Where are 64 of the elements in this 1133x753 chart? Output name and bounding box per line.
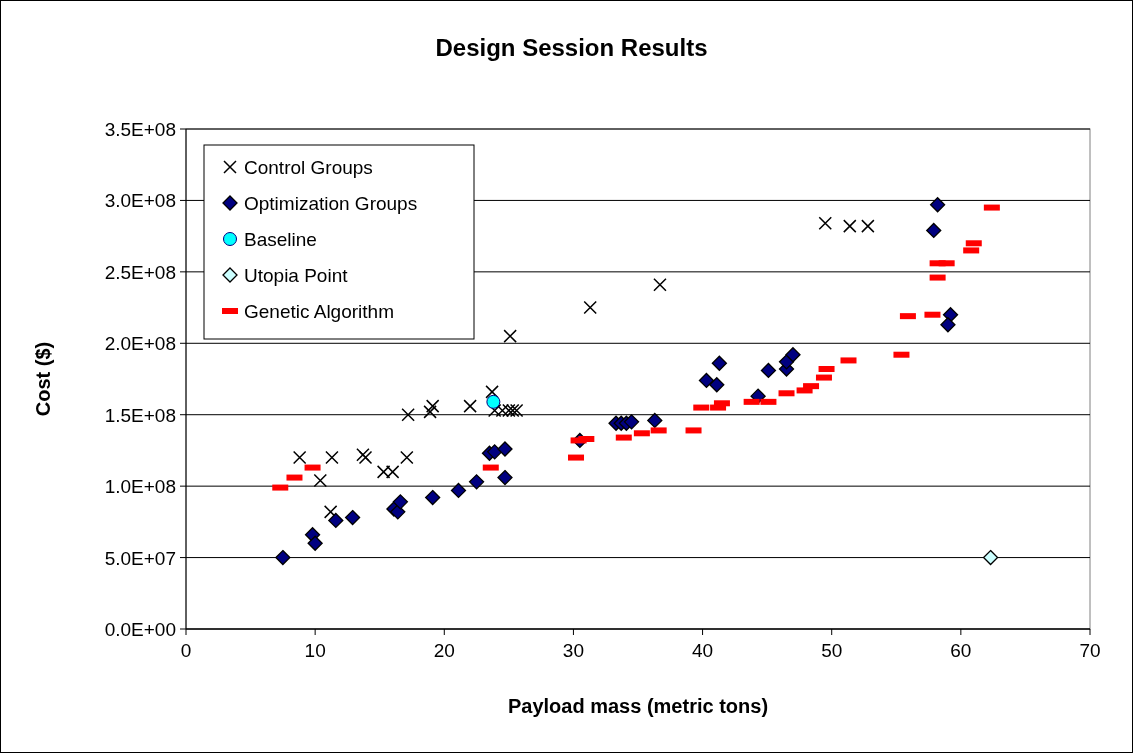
y-tick-label: 5.0E+07: [104, 547, 176, 569]
point: [818, 216, 833, 231]
point: [843, 219, 857, 233]
legend-label: Genetic Algorithm: [244, 301, 394, 322]
point: [323, 505, 338, 519]
point: [344, 509, 361, 526]
point: [497, 441, 513, 457]
point: [497, 469, 513, 486]
y-tick-label: 1.5E+08: [104, 404, 176, 426]
y-tick-label: 3.5E+08: [104, 119, 176, 140]
point: [926, 222, 942, 239]
point: [861, 219, 875, 233]
point: [711, 355, 728, 371]
point: [653, 277, 667, 292]
point: [275, 549, 291, 566]
y-tick-label: 3.0E+08: [104, 190, 176, 212]
point: [940, 317, 956, 333]
point: [583, 300, 597, 315]
x-tick-label: 50: [821, 640, 843, 661]
point: [486, 394, 501, 409]
x-tick-label: 60: [950, 640, 972, 661]
point: [307, 535, 323, 551]
point: [292, 450, 307, 465]
x-tick-label: 0: [180, 640, 192, 661]
x-tick-label: 40: [692, 640, 714, 661]
point: [328, 512, 344, 529]
x-tick-label: 30: [562, 640, 584, 661]
x-tick-label: 10: [304, 640, 326, 661]
legend-label: Baseline: [244, 229, 317, 250]
y-tick-label: 2.0E+08: [104, 333, 176, 355]
point: [698, 372, 715, 389]
point: [982, 549, 999, 566]
point: [325, 450, 339, 465]
point: [485, 385, 499, 399]
point: [778, 354, 795, 370]
point: [760, 362, 777, 379]
point: [423, 405, 437, 419]
point: [785, 347, 801, 363]
y-axis-title: Cost ($): [32, 341, 54, 417]
point: [503, 329, 517, 343]
point: [392, 494, 409, 510]
point: [401, 407, 415, 422]
point: [709, 377, 725, 393]
y-tick-label: 1.0E+08: [104, 476, 176, 498]
point: [463, 399, 477, 413]
x-axis-title: Payload mass (metric tons): [507, 695, 769, 717]
point: [400, 450, 414, 465]
y-tick-label: 2.5E+08: [104, 261, 176, 283]
point: [623, 414, 640, 430]
point: [468, 474, 485, 490]
x-tick-label: 70: [1079, 640, 1101, 661]
chart-title: Design Session Results: [435, 34, 708, 61]
point: [450, 482, 467, 499]
point: [425, 399, 440, 413]
legend-label: Optimization Groups: [244, 193, 418, 214]
legend-label: Control Groups: [244, 157, 373, 178]
legend-label: Utopia Point: [244, 265, 349, 286]
point: [425, 489, 441, 506]
point: [313, 473, 328, 488]
y-tick-label: 0.0E+00: [104, 619, 176, 640]
x-tick-label: 20: [433, 640, 455, 661]
point: [487, 444, 503, 460]
point: [929, 197, 946, 213]
point: [647, 412, 663, 429]
